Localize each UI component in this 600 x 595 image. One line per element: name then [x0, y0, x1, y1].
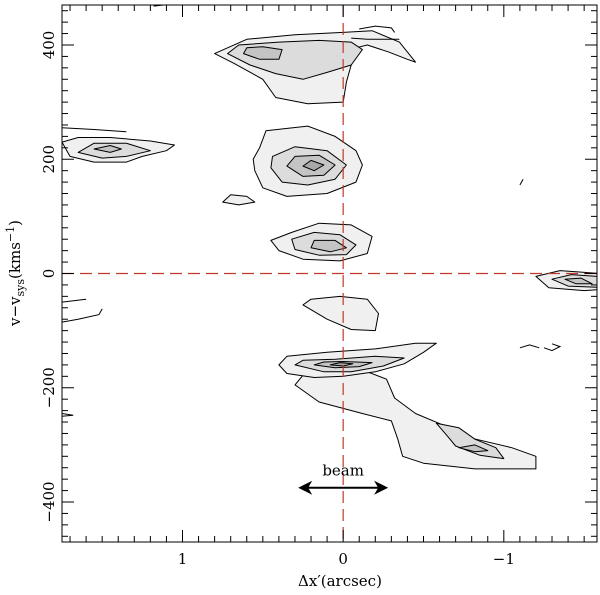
clump-e-contour-level-4	[302, 159, 325, 172]
clump-a-contour-level-4	[329, 362, 354, 367]
beam-indicator: beam	[298, 462, 389, 495]
speck-low-1-contour-fragment	[351, 37, 400, 40]
clump-f-contour-level-3	[243, 46, 283, 60]
speck-right-3-contour-fragment	[519, 178, 524, 186]
y-tick-label: 0	[40, 269, 58, 279]
axis-ticks	[62, 5, 597, 542]
clump-c-contour-level-3	[310, 239, 347, 253]
edge-left-top-contour-fragment	[62, 413, 74, 417]
beam-arrow-right-head	[374, 480, 389, 495]
x-tick-label: −1	[493, 550, 515, 568]
y-tick-label: 400	[40, 31, 58, 60]
y-axis-title: v−vsys(kms−1)	[4, 220, 27, 327]
y-title-units: (kms	[6, 242, 24, 279]
contour-layer	[62, 5, 597, 470]
clump-h-contour-level-3	[564, 277, 593, 285]
y-title-sup: −1	[4, 226, 17, 242]
y-title-base: v−v	[6, 296, 24, 327]
x-tick-label: 0	[338, 550, 348, 568]
speck-right-2-contour-fragment	[543, 343, 562, 352]
speck-right-1-contour-fragment	[519, 344, 540, 349]
beam-arrow-left-head	[298, 480, 313, 495]
clump-g-contour-level-3	[93, 145, 122, 153]
speck-low-2-contour-fragment	[359, 25, 396, 33]
y-tick-label: 200	[40, 145, 58, 174]
clump-b-contour-level-1	[302, 295, 379, 332]
clump-i-contour-level-1	[222, 194, 256, 206]
edge-left-mid-contour-fragment	[62, 308, 103, 323]
y-title-close: )	[6, 220, 24, 226]
beam-label: beam	[322, 462, 364, 480]
edge-left-low-contour-fragment	[62, 127, 127, 133]
y-title-sub: sys	[14, 279, 27, 297]
y-tick-label: −200	[40, 367, 58, 408]
tick-labels: 1 0 −1 −400 −200 0 200 400	[40, 31, 515, 568]
stream-upper-contour-level-3	[458, 444, 489, 453]
y-tick-label: −400	[40, 481, 58, 522]
x-axis-title: Δx′(arcsec)	[298, 572, 382, 590]
x-tick-label: 1	[178, 550, 188, 568]
edge-left-mid2-contour-fragment	[62, 298, 87, 303]
